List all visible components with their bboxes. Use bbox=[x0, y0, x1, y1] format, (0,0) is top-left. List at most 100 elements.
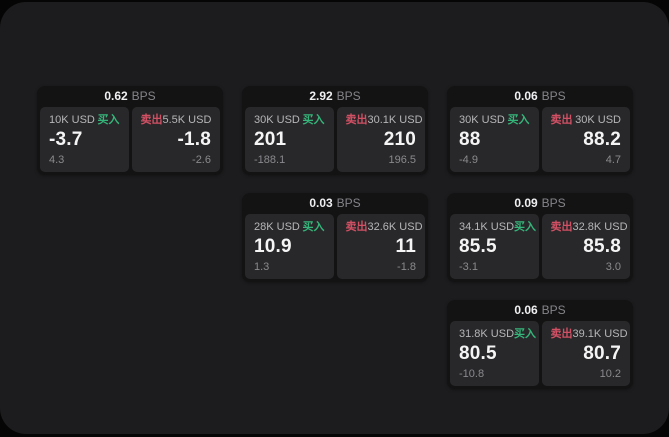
buy-price: 80.5 bbox=[459, 343, 497, 364]
sell-delta: 196.5 bbox=[388, 154, 416, 166]
bps-unit-label: BPS bbox=[541, 196, 566, 210]
quote-panels: 34.1K USD 买入 85.5 -3.1 卖出 32.8K USD 85.8… bbox=[450, 214, 630, 279]
buy-side-label: 买入 bbox=[507, 114, 530, 126]
buy-notional: 30K USD bbox=[459, 114, 505, 126]
sell-top-row: 卖出 39.1K USD bbox=[550, 328, 628, 340]
sell-side-label: 卖出 bbox=[345, 114, 368, 126]
buy-delta: -188.1 bbox=[254, 154, 286, 166]
sell-delta: 3.0 bbox=[605, 261, 621, 273]
buy-notional: 31.8K USD bbox=[459, 328, 515, 340]
sell-delta: 4.7 bbox=[605, 154, 621, 166]
buy-side-label: 买入 bbox=[514, 221, 537, 233]
buy-delta: 4.3 bbox=[49, 154, 65, 166]
quote-card: 0.03 BPS 28K USD 买入 10.9 1.3 卖出 32.6K USD… bbox=[242, 193, 428, 282]
quote-grid: 0.62 BPS 10K USD 买入 -3.7 4.3 卖出 5.5K USD … bbox=[37, 86, 633, 389]
sell-notional: 32.8K USD bbox=[572, 221, 628, 233]
buy-side-label: 买入 bbox=[302, 221, 325, 233]
buy-top-row: 30K USD 买入 bbox=[254, 114, 325, 126]
sell-delta: 10.2 bbox=[599, 368, 621, 380]
buy-price: 10.9 bbox=[254, 236, 292, 257]
buy-price: 201 bbox=[254, 129, 287, 150]
sell-notional: 5.5K USD bbox=[162, 114, 212, 126]
sell-side-label: 卖出 bbox=[345, 221, 368, 233]
spread-header: 2.92 BPS bbox=[245, 86, 425, 107]
bps-unit-label: BPS bbox=[131, 89, 156, 103]
bps-unit-label: BPS bbox=[541, 303, 566, 317]
quote-panels: 30K USD 买入 88 -4.9 卖出 30K USD 88.2 4.7 bbox=[450, 107, 630, 172]
sell-quote-panel[interactable]: 卖出 30.1K USD 210 196.5 bbox=[336, 107, 425, 172]
buy-notional: 34.1K USD bbox=[459, 221, 515, 233]
quote-card: 0.62 BPS 10K USD 买入 -3.7 4.3 卖出 5.5K USD … bbox=[37, 86, 223, 175]
bps-unit-label: BPS bbox=[336, 196, 361, 210]
sell-price: 80.7 bbox=[583, 343, 621, 364]
spread-header: 0.62 BPS bbox=[40, 86, 220, 107]
sell-top-row: 卖出 32.6K USD bbox=[345, 221, 423, 233]
buy-quote-panel[interactable]: 34.1K USD 买入 85.5 -3.1 bbox=[450, 214, 539, 279]
buy-top-row: 28K USD 买入 bbox=[254, 221, 325, 233]
bps-unit-label: BPS bbox=[336, 89, 361, 103]
buy-top-row: 10K USD 买入 bbox=[49, 114, 120, 126]
buy-notional: 28K USD bbox=[254, 221, 300, 233]
quote-panels: 31.8K USD 买入 80.5 -10.8 卖出 39.1K USD 80.… bbox=[450, 321, 630, 386]
buy-notional: 30K USD bbox=[254, 114, 300, 126]
sell-side-label: 卖出 bbox=[550, 221, 573, 233]
sell-quote-panel[interactable]: 卖出 5.5K USD -1.8 -2.6 bbox=[131, 107, 220, 172]
quote-panels: 10K USD 买入 -3.7 4.3 卖出 5.5K USD -1.8 -2.… bbox=[40, 107, 220, 172]
quote-card: 2.92 BPS 30K USD 买入 201 -188.1 卖出 30.1K U… bbox=[242, 86, 428, 175]
buy-top-row: 31.8K USD 买入 bbox=[459, 328, 536, 340]
quote-card: 0.09 BPS 34.1K USD 买入 85.5 -3.1 卖出 32.8K … bbox=[447, 193, 633, 282]
buy-side-label: 买入 bbox=[514, 328, 537, 340]
sell-top-row: 卖出 32.8K USD bbox=[550, 221, 628, 233]
sell-top-row: 卖出 5.5K USD bbox=[141, 114, 212, 126]
spread-value: 0.09 bbox=[514, 196, 538, 210]
quote-panels: 30K USD 买入 201 -188.1 卖出 30.1K USD 210 1… bbox=[245, 107, 425, 172]
buy-quote-panel[interactable]: 31.8K USD 买入 80.5 -10.8 bbox=[450, 321, 539, 386]
spread-value: 2.92 bbox=[309, 89, 333, 103]
sell-price: 88.2 bbox=[583, 129, 621, 150]
spread-header: 0.06 BPS bbox=[450, 86, 630, 107]
buy-side-label: 买入 bbox=[97, 114, 120, 126]
buy-delta: -10.8 bbox=[459, 368, 485, 380]
buy-notional: 10K USD bbox=[49, 114, 95, 126]
quote-card: 0.06 BPS 31.8K USD 买入 80.5 -10.8 卖出 39.1K… bbox=[447, 300, 633, 389]
sell-delta: -1.8 bbox=[397, 261, 416, 273]
bps-unit-label: BPS bbox=[541, 89, 566, 103]
spread-value: 0.03 bbox=[309, 196, 333, 210]
quote-panels: 28K USD 买入 10.9 1.3 卖出 32.6K USD 11 -1.8 bbox=[245, 214, 425, 279]
sell-delta: -2.6 bbox=[192, 154, 211, 166]
spread-value: 0.62 bbox=[104, 89, 128, 103]
sell-top-row: 卖出 30K USD bbox=[551, 114, 622, 126]
buy-quote-panel[interactable]: 30K USD 买入 88 -4.9 bbox=[450, 107, 539, 172]
sell-notional: 30.1K USD bbox=[367, 114, 423, 126]
sell-side-label: 卖出 bbox=[550, 328, 573, 340]
buy-price: 85.5 bbox=[459, 236, 497, 257]
sell-quote-panel[interactable]: 卖出 32.6K USD 11 -1.8 bbox=[336, 214, 425, 279]
buy-delta: -3.1 bbox=[459, 261, 478, 273]
buy-side-label: 买入 bbox=[302, 114, 325, 126]
buy-quote-panel[interactable]: 28K USD 买入 10.9 1.3 bbox=[245, 214, 334, 279]
sell-price: 210 bbox=[383, 129, 416, 150]
sell-price: 11 bbox=[395, 236, 416, 257]
sell-quote-panel[interactable]: 卖出 32.8K USD 85.8 3.0 bbox=[541, 214, 630, 279]
spread-value: 0.06 bbox=[514, 303, 538, 317]
sell-side-label: 卖出 bbox=[140, 114, 163, 126]
sell-quote-panel[interactable]: 卖出 30K USD 88.2 4.7 bbox=[541, 107, 630, 172]
buy-top-row: 30K USD 买入 bbox=[459, 114, 530, 126]
sell-price: 85.8 bbox=[583, 236, 621, 257]
sell-side-label: 卖出 bbox=[550, 114, 573, 126]
sell-top-row: 卖出 30.1K USD bbox=[345, 114, 423, 126]
buy-delta: -4.9 bbox=[459, 154, 478, 166]
spread-header: 0.09 BPS bbox=[450, 193, 630, 214]
sell-notional: 39.1K USD bbox=[572, 328, 628, 340]
buy-price: 88 bbox=[459, 129, 481, 150]
buy-delta: 1.3 bbox=[254, 261, 270, 273]
sell-price: -1.8 bbox=[177, 129, 211, 150]
buy-top-row: 34.1K USD 买入 bbox=[459, 221, 536, 233]
spread-value: 0.06 bbox=[514, 89, 538, 103]
buy-quote-panel[interactable]: 30K USD 买入 201 -188.1 bbox=[245, 107, 334, 172]
spread-header: 0.03 BPS bbox=[245, 193, 425, 214]
spread-header: 0.06 BPS bbox=[450, 300, 630, 321]
sell-quote-panel[interactable]: 卖出 39.1K USD 80.7 10.2 bbox=[541, 321, 630, 386]
buy-quote-panel[interactable]: 10K USD 买入 -3.7 4.3 bbox=[40, 107, 129, 172]
